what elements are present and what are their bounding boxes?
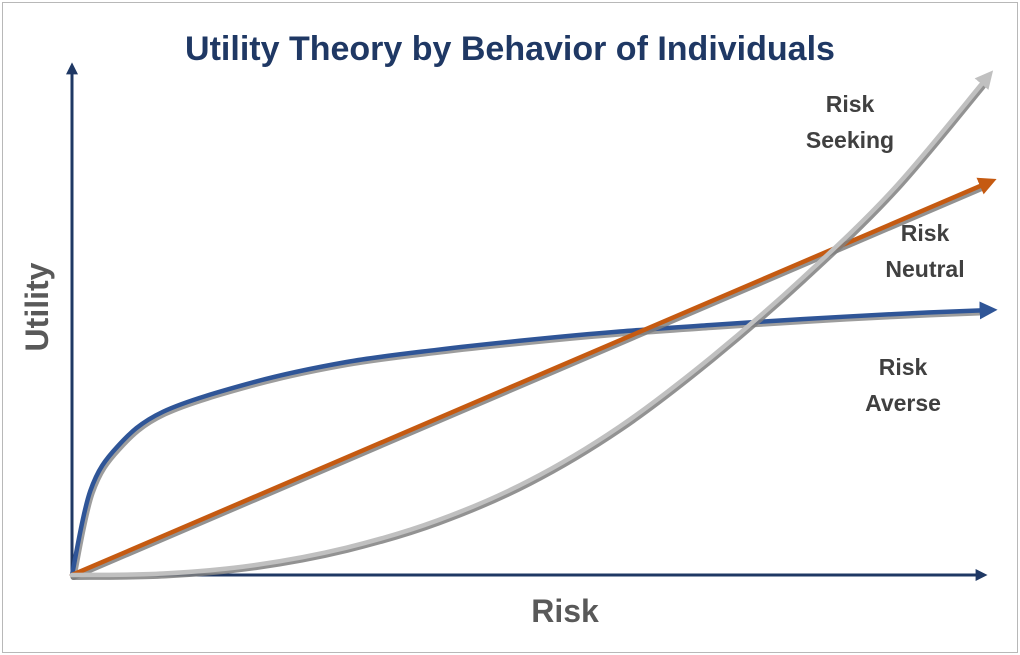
- x-axis-label: Risk: [531, 593, 599, 629]
- series-shadow-risk-averse: [70, 309, 990, 580]
- y-axis-label: Utility: [19, 262, 55, 351]
- label-line-risk-neutral-0: Risk: [901, 220, 950, 246]
- label-line-risk-averse-0: Risk: [879, 354, 928, 380]
- label-risk-averse: Risk Averse: [865, 354, 941, 416]
- series-line-risk-averse: [69, 301, 998, 578]
- series-risk-neutral: [69, 177, 997, 580]
- label-risk-neutral: Risk Neutral: [885, 220, 964, 282]
- axes: [66, 62, 988, 581]
- series-shadow-risk-neutral: [70, 182, 990, 580]
- series-risk-seeking: [69, 70, 994, 580]
- series-labels: Risk Averse Risk Neutral Risk Seeking: [806, 91, 965, 416]
- label-line-risk-neutral-1: Neutral: [885, 256, 964, 282]
- label-line-risk-seeking-0: Risk: [826, 91, 875, 117]
- series-shadow-risk-seeking: [70, 79, 990, 580]
- series-line-risk-seeking: [69, 70, 994, 578]
- label-line-risk-averse-1: Averse: [865, 390, 941, 416]
- label-line-risk-seeking-1: Seeking: [806, 127, 894, 153]
- label-risk-seeking: Risk Seeking: [806, 91, 894, 153]
- series-layer: [69, 70, 998, 580]
- chart-title: Utility Theory by Behavior of Individual…: [185, 30, 835, 68]
- series-risk-averse: [69, 301, 998, 580]
